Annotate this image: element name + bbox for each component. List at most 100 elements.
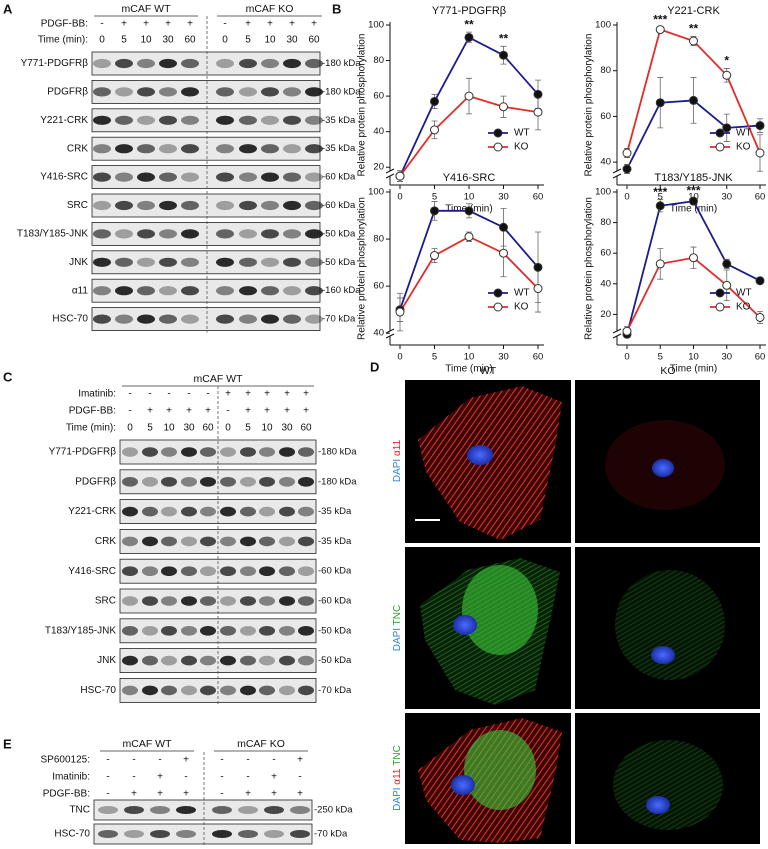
blot-band	[161, 477, 177, 487]
condition-value: -	[132, 772, 135, 783]
y-tick-label: 40	[600, 278, 611, 289]
blot-band	[279, 536, 295, 547]
size-label: -70 kDa	[318, 685, 352, 696]
legend-marker	[493, 288, 503, 298]
size-label: -50 kDa	[318, 655, 352, 666]
y-tick-label: 80	[373, 55, 384, 66]
condition-value: -	[148, 389, 151, 400]
condition-value: 30	[162, 35, 174, 46]
blot-band	[93, 257, 111, 267]
protein-label: HSC-70	[80, 685, 116, 696]
axis-break	[385, 333, 395, 339]
blot-band	[259, 655, 275, 666]
x-axis-label: Time (min)	[670, 204, 717, 215]
condition-value: +	[245, 406, 251, 417]
blot-band	[122, 536, 138, 547]
legend-label: WT	[514, 288, 530, 299]
x-tick-label: 0	[624, 192, 629, 203]
data-point	[655, 98, 665, 108]
panel-letter: B	[332, 1, 341, 16]
data-point	[722, 259, 732, 269]
condition-value: +	[183, 755, 189, 766]
blot-band	[137, 229, 155, 239]
blot-band	[298, 596, 314, 606]
condition-value: 10	[140, 35, 152, 46]
condition-value: +	[264, 406, 270, 417]
legend-marker	[493, 142, 503, 152]
y-tick-label: 60	[600, 111, 611, 122]
blot-band	[93, 286, 111, 296]
blot-band	[181, 314, 199, 324]
condition-value: -	[106, 772, 109, 783]
protein-label: JNK	[69, 257, 88, 268]
blot-band	[93, 115, 111, 125]
condition-value: -	[132, 755, 135, 766]
cell-a11	[418, 386, 562, 540]
condition-value: -	[184, 772, 187, 783]
blot-band	[200, 596, 216, 606]
condition-value: 5	[245, 423, 251, 434]
blot-band	[161, 626, 177, 636]
blot-band	[98, 806, 118, 814]
y-axis-label: Relative protein phosphorylation	[584, 34, 595, 177]
blot-band	[259, 596, 275, 606]
blot-band	[279, 655, 295, 666]
blot-band	[93, 144, 111, 154]
blot-band	[181, 626, 197, 636]
y-axis-label: Relative protein phosphorylation	[357, 34, 368, 177]
row-label-part: α11	[392, 439, 403, 456]
group-label: mCAF WT	[122, 3, 172, 15]
condition-value: -	[226, 406, 229, 417]
blot-band	[259, 566, 275, 576]
x-tick-label: 0	[397, 352, 402, 363]
y-tick-label: 60	[600, 248, 611, 259]
blot-band	[220, 536, 236, 547]
x-tick-label: 5	[658, 352, 663, 363]
blot-band	[261, 115, 279, 125]
blot-band	[298, 655, 314, 666]
blot-band	[279, 447, 295, 457]
protein-label: Y416-SRC	[40, 172, 88, 183]
blot-band	[181, 477, 197, 487]
blot-band	[115, 257, 133, 267]
blot-band	[220, 566, 236, 576]
blot-band	[200, 447, 216, 457]
condition-value: +	[303, 406, 309, 417]
blot-band	[200, 477, 216, 487]
blot-band	[159, 172, 177, 182]
x-tick-label: 30	[498, 192, 509, 203]
blot-band	[181, 685, 197, 696]
protein-label: HSC-70	[52, 314, 88, 325]
significance: **	[689, 22, 699, 36]
data-point	[430, 251, 439, 261]
condition-value: +	[147, 406, 153, 417]
blot-band	[137, 115, 155, 125]
data-point	[689, 196, 698, 206]
blot-band	[150, 830, 170, 838]
blot-band	[259, 536, 275, 547]
blot-band	[137, 286, 155, 296]
blot-band	[240, 626, 256, 636]
blot-band	[305, 286, 323, 296]
data-point	[533, 262, 543, 272]
condition-value: +	[245, 789, 251, 800]
blot-band	[161, 447, 177, 457]
size-label: -180 kDa	[322, 58, 361, 69]
legend-label: KO	[514, 302, 529, 313]
blot-band	[305, 257, 323, 267]
blot-band	[283, 229, 301, 239]
condition-value: +	[157, 789, 163, 800]
legend-marker	[493, 128, 503, 138]
protein-label: PDGFRβ	[47, 87, 88, 98]
size-label: -250 kDa	[314, 805, 353, 816]
blot-band	[240, 477, 256, 487]
blot-band	[115, 314, 133, 324]
blot-band	[283, 58, 301, 69]
condition-value: 10	[261, 423, 273, 434]
condition-value: 30	[281, 423, 293, 434]
row-label-part: TNC	[392, 605, 403, 626]
blot-band	[176, 830, 196, 838]
blot-band	[200, 626, 216, 636]
legend-marker	[715, 302, 725, 312]
blot-band	[93, 172, 111, 182]
